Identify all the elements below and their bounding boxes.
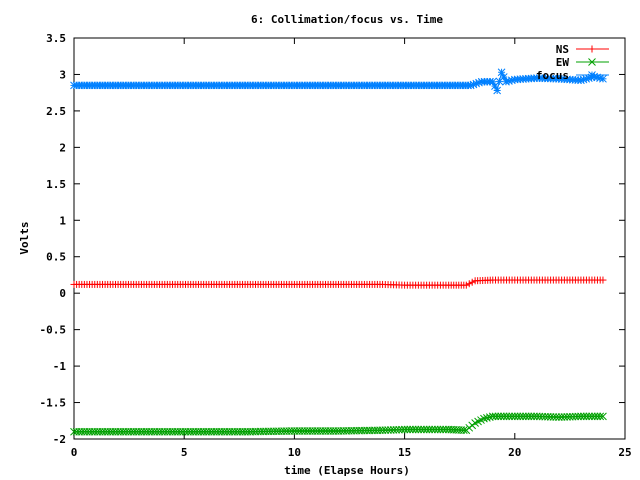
x-axis-label: time (Elapse Hours) [284, 464, 410, 477]
x-ticks: 0 5 10 15 20 25 [71, 38, 632, 459]
y-axis-label: Volts [18, 221, 31, 254]
data-point [425, 425, 434, 434]
plot-frame [73, 37, 626, 440]
data-point [519, 412, 527, 421]
y-tick-label: -1 [53, 360, 67, 373]
data-point [406, 425, 414, 434]
data-point [400, 425, 409, 434]
data-point [510, 412, 519, 421]
data-point [527, 412, 536, 421]
x-tick-label: 0 [71, 446, 78, 459]
legend-label: NS [556, 43, 569, 56]
legend-swatch-marker [588, 58, 596, 66]
x-tick-label: 20 [508, 446, 521, 459]
y-tick-label: 3.5 [46, 32, 66, 45]
data-point [579, 412, 588, 421]
y-tick-label: 0.5 [46, 251, 66, 264]
data-point [585, 412, 594, 421]
data-point [593, 412, 602, 421]
data-point [521, 412, 530, 421]
data-point [428, 425, 437, 434]
data-point [459, 426, 468, 435]
data-point [439, 425, 448, 434]
series-ns [70, 276, 607, 289]
data-point [574, 412, 583, 421]
legend-label: EW [556, 56, 570, 69]
data-point [488, 412, 497, 421]
data-point [483, 414, 491, 422]
data-point [596, 412, 605, 421]
data-point [493, 86, 502, 95]
data-point [433, 425, 442, 434]
data-point [462, 281, 470, 289]
data-point [582, 412, 591, 421]
y-tick-label: -0.5 [40, 324, 67, 337]
data-point [491, 412, 500, 421]
y-tick-label: 1.5 [46, 178, 66, 191]
data-point [599, 412, 607, 421]
data-point [577, 412, 585, 421]
data-point [494, 412, 503, 421]
data-point [524, 412, 533, 421]
data-point [505, 412, 514, 421]
legend-swatch-marker [588, 45, 596, 53]
y-tick-label: -2 [53, 433, 66, 446]
y-tick-label: 1 [59, 214, 66, 227]
data-point [417, 425, 425, 434]
data-point [530, 412, 538, 421]
data-point [403, 425, 412, 434]
data-point [599, 276, 607, 284]
y-tick-label: -1.5 [40, 397, 67, 410]
y-tick-label: 3 [59, 68, 66, 81]
data-point [409, 425, 417, 434]
data-point [465, 280, 473, 288]
y-ticks: -2 -1.5 -1 -0.5 0 0.5 1 1.5 2 2.5 3 3.5 [40, 32, 625, 446]
data-point [513, 412, 522, 421]
y-tick-label: 0 [59, 287, 66, 300]
x-tick-label: 10 [288, 446, 301, 459]
series-focus [70, 68, 607, 95]
series-ew [70, 412, 607, 436]
data-point [436, 425, 445, 434]
data-point [411, 425, 420, 434]
data-point [422, 425, 431, 434]
data-point [480, 414, 488, 423]
data-point [552, 413, 560, 421]
data-point [397, 425, 406, 434]
data-point [599, 74, 607, 83]
data-point [431, 425, 439, 434]
x-tick-label: 15 [398, 446, 411, 459]
data-point [420, 425, 428, 434]
data-point [468, 278, 476, 286]
x-tick-label: 5 [181, 446, 188, 459]
chart-title: 6: Collimation/focus vs. Time [251, 13, 443, 26]
y-tick-label: 2 [59, 141, 66, 154]
data-point [499, 412, 508, 421]
series-layer [70, 68, 607, 436]
y-tick-label: 2.5 [46, 105, 66, 118]
data-point [590, 412, 599, 421]
data-point [497, 412, 505, 421]
data-point [516, 412, 525, 421]
data-point [502, 412, 511, 421]
data-point [588, 412, 596, 421]
legend-label: focus [536, 69, 569, 82]
data-point [414, 425, 423, 434]
x-tick-label: 25 [618, 446, 631, 459]
legend-swatch-marker [588, 71, 596, 79]
data-point [508, 412, 516, 421]
